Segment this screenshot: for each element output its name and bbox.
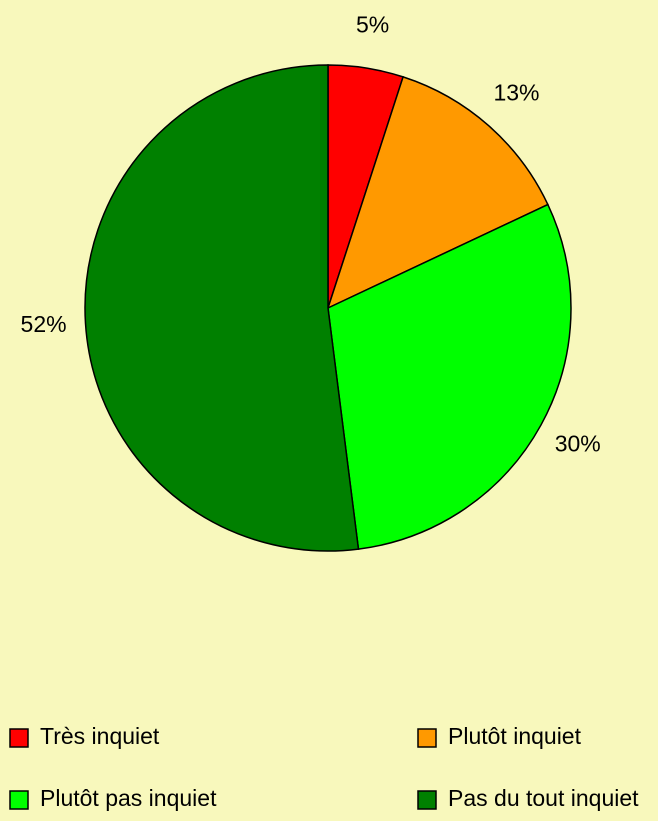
pie-slice: [84, 64, 360, 552]
legend-swatch: [9, 790, 29, 810]
slice-label: 52%: [21, 311, 67, 337]
legend-swatch: [417, 728, 437, 748]
legend-label: Très inquiet: [40, 723, 160, 749]
pie-slice: [326, 75, 549, 310]
legend-swatch: [9, 728, 29, 748]
slice-label: 30%: [555, 430, 601, 456]
legend-swatch: [417, 790, 437, 810]
legend-label: Plutôt inquiet: [448, 723, 582, 749]
slice-label: 13%: [493, 79, 539, 105]
slice-label: 5%: [356, 12, 389, 38]
legend-label: Plutôt pas inquiet: [40, 785, 217, 811]
pie-slice: [327, 203, 572, 550]
legend-label: Pas du tout inquiet: [448, 785, 639, 811]
